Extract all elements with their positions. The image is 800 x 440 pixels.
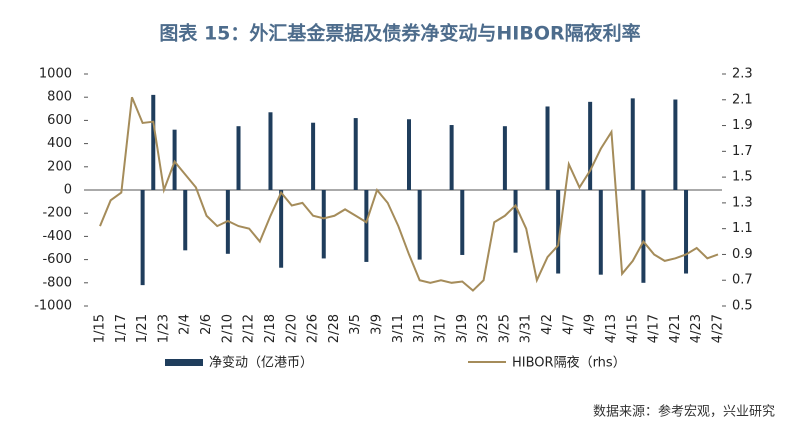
bar: [172, 129, 177, 190]
x-tick-label: 4/7: [561, 314, 576, 335]
bar: [673, 99, 678, 190]
line: [99, 96, 719, 292]
x-tick-label: 3/23: [476, 314, 491, 343]
bar: [311, 122, 316, 190]
legend-swatch: [165, 359, 203, 366]
x-tick-label: 3/25: [497, 314, 512, 343]
x-tick-label: 1/15: [93, 314, 108, 343]
bar: [183, 190, 188, 251]
x-tick-label: 2/28: [327, 314, 342, 343]
y-tick-label: -800: [42, 275, 72, 290]
y2-tick-label: 2.3: [732, 67, 753, 82]
x-tick-label: 3/13: [412, 314, 427, 343]
x-tick-label: 2/12: [242, 314, 257, 343]
y2-tick-label: 1.7: [732, 144, 753, 159]
source-note: 数据来源：参考宏观，兴业研究: [593, 404, 775, 420]
x-tick-label: 4/23: [689, 314, 704, 343]
bar: [502, 126, 507, 190]
x-tick-label: 3/9: [370, 314, 385, 335]
y2-tick-label: 2.1: [732, 92, 753, 107]
bar: [353, 118, 358, 190]
bar: [268, 112, 273, 190]
x-tick-label: 4/2: [540, 314, 555, 335]
bar: [641, 190, 646, 283]
bar: [513, 190, 518, 253]
x-tick-label: 1/17: [114, 314, 129, 343]
bar: [407, 119, 411, 190]
y-tick-label: -200: [42, 206, 72, 221]
legend-label: 净变动（亿港币）: [209, 355, 313, 371]
x-tick-label: 4/13: [604, 314, 619, 343]
x-tick-label: 1/23: [156, 314, 171, 343]
bar: [545, 106, 550, 190]
bar: [279, 190, 284, 268]
bar: [588, 101, 593, 190]
bar: [684, 190, 689, 274]
x-tick-label: 1/21: [135, 314, 150, 343]
x-tick-label: 3/17: [433, 314, 448, 343]
y2-tick-label: 1.1: [732, 221, 753, 236]
y2-tick-label: 0.7: [732, 273, 753, 288]
y-tick-label: 1000: [39, 67, 72, 82]
bar: [151, 94, 156, 190]
x-tick-label: 3/11: [391, 314, 406, 343]
y2-tick-label: 1.9: [732, 118, 753, 133]
bar: [449, 125, 454, 190]
x-tick-label: 2/4: [178, 314, 193, 335]
x-tick-label: 4/15: [625, 314, 640, 343]
y-tick-label: 200: [47, 159, 72, 174]
x-tick-label: 4/9: [583, 314, 598, 335]
x-tick-label: 3/5: [348, 314, 363, 335]
x-tick-label: 2/18: [263, 314, 278, 343]
y-tick-label: -400: [42, 229, 72, 244]
y-tick-label: 0: [64, 183, 72, 198]
bar: [630, 98, 635, 190]
x-tick-label: 2/10: [220, 314, 235, 343]
x-tick-label: 4/21: [668, 314, 683, 343]
y2-tick-label: 1.5: [732, 170, 753, 185]
bar: [364, 190, 369, 262]
x-tick-label: 3/19: [455, 314, 470, 343]
y2-tick-label: 0.5: [732, 299, 753, 314]
bar: [556, 190, 561, 274]
x-tick-label: 4/27: [711, 314, 726, 343]
y2-tick-label: 1.3: [732, 195, 753, 210]
x-tick-label: 2/6: [199, 314, 214, 335]
legend-label: HIBOR隔夜（rhs）: [512, 356, 626, 371]
y-tick-label: -600: [42, 252, 72, 267]
bar: [598, 190, 603, 275]
y-tick-label: 600: [47, 113, 72, 128]
bar: [417, 190, 422, 260]
bar: [460, 190, 465, 255]
y2-tick-label: 0.9: [732, 247, 753, 262]
y-tick-label: -1000: [34, 299, 72, 314]
bar: [236, 126, 241, 190]
chart-title: 图表 15：外汇基金票据及债券净变动与HIBOR隔夜利率: [159, 22, 640, 45]
bar: [140, 190, 145, 286]
x-tick-label: 4/17: [647, 314, 662, 343]
x-tick-label: 2/20: [284, 314, 299, 343]
bar: [321, 190, 326, 259]
x-tick-label: 2/26: [306, 314, 321, 343]
y-tick-label: 800: [47, 90, 72, 105]
y-tick-label: 400: [47, 136, 72, 151]
x-tick-label: 3/31: [519, 314, 534, 343]
